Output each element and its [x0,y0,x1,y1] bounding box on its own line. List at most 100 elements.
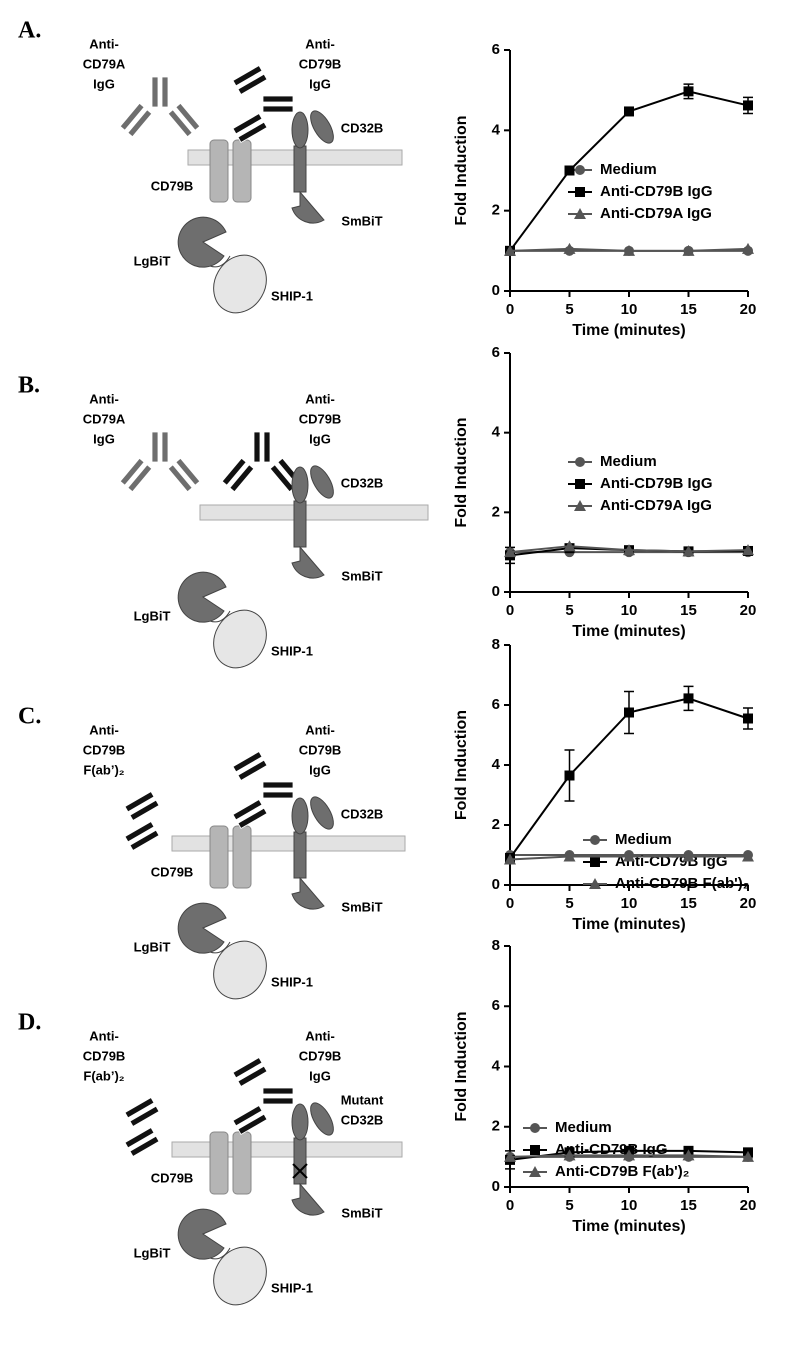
cd32b-transmembrane [293,1137,307,1185]
smbit [291,1182,325,1216]
y-tick-label: 0 [492,1178,500,1195]
antibody-chain [175,102,201,131]
cd79b-label: CD79B [151,864,194,879]
x-tick-label: 15 [680,1197,697,1214]
antibody-chain [119,457,145,486]
ship1-label: SHIP-1 [271,643,313,658]
cd79b-protein [232,139,252,203]
antibody-chain [129,829,160,851]
membrane [171,835,406,852]
cd79b-protein [232,825,252,889]
antibody-1-label: CD79B [83,1048,126,1063]
cd32b-domain [291,111,309,149]
panel-label: C. [18,704,41,730]
cd32b-domain [291,797,309,835]
y-tick-label: 6 [492,696,500,713]
marker [564,770,575,781]
antibody-chain-pair [262,781,294,799]
antibody-2-label: CD79B [299,411,342,426]
antibody-chain [237,759,268,781]
antibody-chain [151,76,159,108]
antibody-2-label: IgG [309,1068,331,1083]
marker [623,1149,635,1161]
ship1-label: SHIP-1 [271,288,313,303]
antibody-chain-pair [167,102,201,138]
cd32b-domain [310,1102,334,1136]
cd79b-protein [209,139,229,203]
legend-label: Anti-CD79B IgG [555,1141,668,1158]
antibody-1-label: Anti- [89,391,119,406]
cd32b-domain [291,466,309,504]
antibody-1-label: IgG [93,76,115,91]
legend-marker [530,1123,540,1133]
lgbit [177,571,227,623]
antibody-chain-pair [232,113,268,143]
antibody-1-label: F(ab’)₂ [83,762,124,777]
marker [564,165,575,176]
y-tick-label: 2 [492,503,500,520]
antibody-chain [129,1105,160,1127]
x-tick-label: 0 [506,301,514,318]
antibody-chain [232,1105,263,1127]
mutation-mark [292,1163,308,1179]
antibody-chain [232,799,263,821]
marker [743,100,753,111]
smbit-label: SmBiT [341,899,382,914]
legend-marker [575,479,585,489]
antibody-2-label: CD79B [299,742,342,757]
antibody-chain [161,431,169,463]
antibody-chain-pair [262,1087,294,1105]
antibody-chain [167,109,193,138]
antibody-chain [229,464,255,493]
membrane [199,504,429,521]
antibody-chain [124,791,155,813]
antibody-chain [221,457,247,486]
antibody-chain [151,431,159,463]
y-tick-label: 4 [492,756,501,773]
smbit-label: SmBiT [341,568,382,583]
legend-label: Medium [600,161,657,178]
legend-marker [574,500,586,511]
marker [623,544,635,556]
antibody-chain [262,781,294,789]
x-axis-title: Time (minutes) [572,916,686,933]
chart: 0 2 4 6 8 0 5 10 15 20 Time (minutes) Fold Inductio… [453,937,756,1235]
antibody-chain-pair [232,799,268,829]
antibody-1-label: CD79A [83,56,126,71]
legend-marker [574,208,586,219]
antibody-2-label: IgG [309,431,331,446]
marker [504,244,516,256]
antibody-chain-pair [221,457,255,493]
x-tick-label: 20 [740,602,757,619]
antibody-chain [232,1057,263,1079]
lgbit-label: LgBiT [134,253,171,268]
x-axis-title: Time (minutes) [572,623,686,640]
cd79b-label: CD79B [151,1170,194,1185]
marker [682,244,695,256]
y-axis-title: Fold Induction [453,115,470,225]
antibody-chain-pair [232,1057,268,1087]
y-axis-title: Fold Induction [453,1011,470,1121]
legend-label: Anti-CD79B IgG [600,183,713,200]
legend-label: Anti-CD79B IgG [600,475,713,492]
marker [504,1150,516,1162]
legend-marker [529,1166,541,1177]
antibody-2-label: Anti- [305,391,335,406]
legend-label: Medium [615,831,672,848]
antibody-1-label: Anti- [89,36,119,51]
marker [742,1150,754,1162]
marker [682,1149,695,1161]
antibody-chain [262,791,294,799]
antibody-chain-pair [253,431,271,463]
x-axis-title: Time (minutes) [572,322,686,339]
x-tick-label: 15 [680,602,697,619]
lgbit-label: LgBiT [134,608,171,623]
antibody-chain [167,464,193,493]
antibody-2-label: Anti- [305,36,335,51]
antibody-chain-pair [124,1097,160,1127]
linker [209,1247,231,1260]
antibody-chain [127,464,153,493]
antibody-chain [175,457,201,486]
antibody-1-label: CD79A [83,411,126,426]
x-tick-label: 20 [740,895,757,912]
